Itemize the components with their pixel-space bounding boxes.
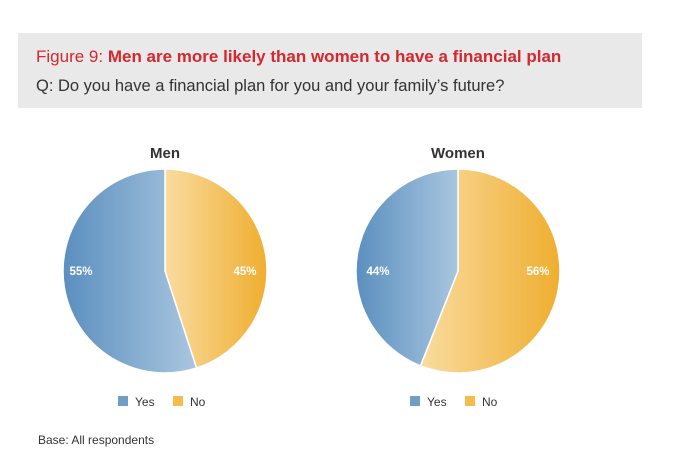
legend-label-yes: Yes [427, 395, 447, 409]
pie-chart-men: Men 55% 45% Yes No [62, 145, 268, 409]
legend-label-no: No [482, 395, 498, 409]
figure-header: Figure 9: Men are more likely than women… [18, 33, 642, 108]
pie-slice-yes [355, 168, 459, 367]
pie-chart-women: Women 44% 56% Yes No [355, 145, 561, 409]
figure-headline: Men are more likely than women to have a… [107, 47, 562, 66]
slice-label-yes: 44% [366, 266, 389, 278]
legend-swatch-no [465, 396, 475, 406]
pie-slice-no [164, 168, 268, 369]
chart-title: Men [150, 145, 180, 162]
legend-swatch-no [173, 396, 183, 406]
slice-label-yes: 55% [69, 266, 92, 278]
figure-title: Figure 9: Men are more likely than women… [36, 47, 561, 67]
pie-slice-yes [62, 168, 198, 374]
survey-question: Q: Do you have a financial plan for you … [36, 77, 505, 95]
pie-slice-no [419, 168, 561, 374]
figure-number: Figure 9: [36, 47, 104, 66]
chart-title: Women [431, 145, 485, 162]
slice-label-no: 56% [526, 266, 549, 278]
slice-label-no: 45% [233, 266, 256, 278]
legend-swatch-yes [118, 396, 128, 406]
legend-label-yes: Yes [135, 395, 155, 409]
legend-swatch-yes [410, 396, 420, 406]
legend-label-no: No [190, 395, 206, 409]
base-note: Base: All respondents [38, 433, 155, 447]
